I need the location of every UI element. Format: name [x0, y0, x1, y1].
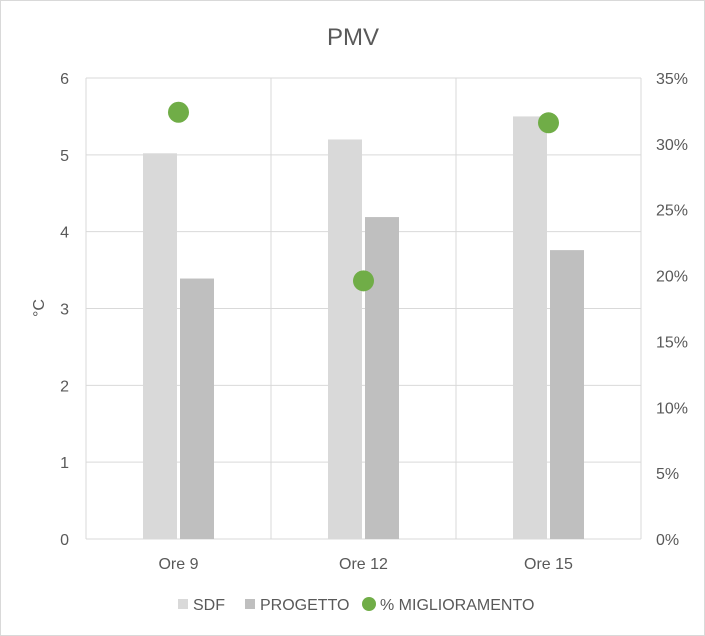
bar-sdf: [328, 139, 362, 539]
y2-tick-label: 0%: [656, 532, 679, 549]
y-tick-label: 0: [60, 532, 69, 549]
y-tick-label: 4: [60, 225, 69, 242]
y2-tick-label: 15%: [656, 334, 688, 351]
point-miglioramento: [353, 270, 374, 292]
legend-swatch: [362, 597, 376, 611]
y-tick-label: 2: [60, 378, 69, 395]
y-axis-ticks: 0 1 2 3 4 5 6: [60, 71, 69, 549]
y-tick-label: 6: [60, 71, 69, 88]
data-points: [168, 101, 559, 292]
y2-tick-label: 20%: [656, 269, 688, 286]
y-axis-label: °C: [31, 299, 48, 317]
bar-progetto: [180, 278, 214, 539]
y-tick-label: 1: [60, 455, 69, 472]
point-miglioramento: [168, 101, 189, 123]
legend-swatch: [178, 599, 188, 609]
y2-tick-label: 5%: [656, 466, 679, 483]
bar-progetto: [550, 250, 584, 539]
y-tick-label: 5: [60, 148, 69, 165]
y-tick-label: 3: [60, 302, 69, 319]
legend-label: SDF: [193, 597, 225, 614]
legend-swatch: [245, 599, 255, 609]
bar-sdf: [513, 116, 547, 540]
y2-axis-ticks: 0% 5% 10% 15% 20% 25% 30% 35%: [656, 71, 688, 549]
y2-tick-label: 30%: [656, 137, 688, 154]
bar-progetto: [365, 217, 399, 539]
legend-label: % MIGLIORAMENTO: [380, 597, 534, 614]
x-tick-label: Ore 12: [339, 556, 388, 573]
legend-label: PROGETTO: [260, 597, 350, 614]
x-tick-label: Ore 9: [158, 556, 198, 573]
y2-tick-label: 35%: [656, 71, 688, 88]
y2-tick-label: 25%: [656, 203, 688, 220]
legend: SDF PROGETTO % MIGLIORAMENTO: [178, 597, 534, 614]
y2-tick-label: 10%: [656, 400, 688, 417]
bar-sdf: [143, 153, 177, 539]
bars: [143, 116, 584, 540]
point-miglioramento: [538, 112, 559, 134]
x-axis-ticks: Ore 9 Ore 12 Ore 15: [158, 556, 573, 573]
gridlines: [85, 77, 642, 540]
x-tick-label: Ore 15: [524, 556, 573, 573]
chart-title: PMV: [327, 24, 379, 51]
